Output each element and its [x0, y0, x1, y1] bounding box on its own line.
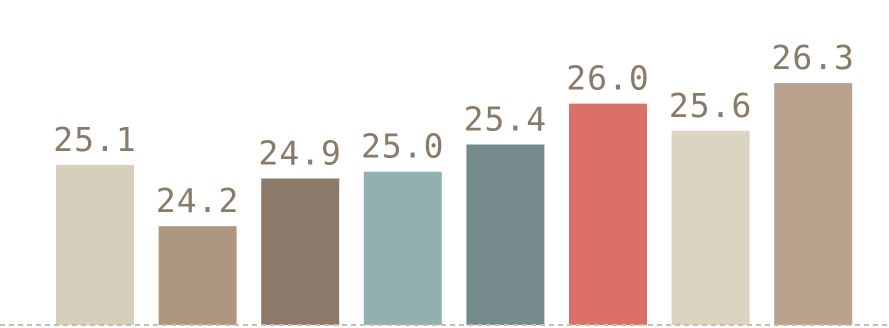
bar-value-label-5: 25.4	[464, 100, 547, 139]
bars-group	[56, 83, 853, 325]
bar-value-label-2: 24.2	[156, 181, 239, 220]
bar-7	[671, 130, 750, 325]
bar-2	[158, 226, 237, 325]
bar-value-label-6: 26.0	[566, 59, 649, 98]
bar-1	[56, 164, 134, 325]
bar-value-label-1: 25.1	[53, 120, 136, 159]
bar-6	[569, 103, 647, 325]
bar-value-label-4: 25.0	[361, 127, 444, 166]
bar-value-label-8: 26.3	[771, 38, 854, 77]
bar-8	[774, 83, 853, 325]
value-labels-group: 25.1 24.2 24.9 25.0 25.4 26.0 25.6 26.3	[53, 38, 854, 220]
bar-4	[363, 171, 442, 325]
bar-5	[466, 144, 545, 325]
bar-value-label-7: 25.6	[669, 86, 752, 125]
bar-value-label-3: 24.9	[258, 134, 341, 173]
bar-3	[261, 178, 340, 325]
